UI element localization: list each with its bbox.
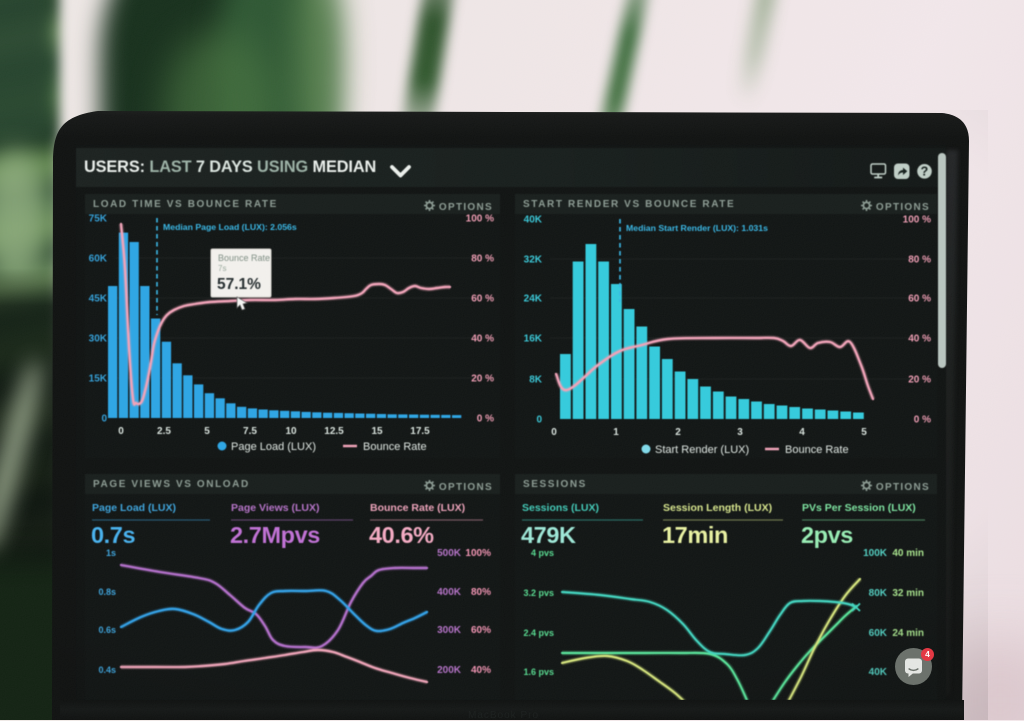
svg-text:40 min: 40 min bbox=[892, 548, 924, 559]
svg-text:60 %: 60 % bbox=[471, 294, 494, 305]
svg-text:Start Render (LUX): Start Render (LUX) bbox=[655, 444, 749, 456]
svg-text:Bounce Rate: Bounce Rate bbox=[363, 441, 427, 453]
svg-text:479K: 479K bbox=[521, 522, 576, 548]
svg-text:2pvs: 2pvs bbox=[801, 522, 853, 548]
svg-text:0 %: 0 % bbox=[914, 415, 931, 426]
svg-text:30K: 30K bbox=[89, 334, 108, 345]
svg-text:1s: 1s bbox=[106, 548, 116, 558]
svg-text:0: 0 bbox=[536, 415, 542, 426]
svg-text:0: 0 bbox=[101, 414, 107, 425]
svg-text:80K: 80K bbox=[869, 588, 888, 599]
svg-text:Bounce Rate (LUX): Bounce Rate (LUX) bbox=[370, 502, 465, 514]
svg-text:17min: 17min bbox=[662, 522, 728, 548]
svg-text:57.1%: 57.1% bbox=[217, 276, 261, 293]
svg-text:0.6s: 0.6s bbox=[98, 625, 116, 635]
svg-text:40K: 40K bbox=[869, 667, 888, 678]
svg-text:4 pvs: 4 pvs bbox=[531, 548, 554, 558]
svg-text:32K: 32K bbox=[524, 255, 543, 266]
svg-text:40 %: 40 % bbox=[471, 334, 494, 345]
svg-text:100K: 100K bbox=[863, 548, 888, 559]
svg-text:8K: 8K bbox=[529, 375, 543, 386]
svg-text:20 %: 20 % bbox=[471, 374, 494, 385]
svg-text:75K: 75K bbox=[89, 214, 108, 225]
svg-text:Bounce Rate: Bounce Rate bbox=[785, 444, 849, 456]
svg-text:16K: 16K bbox=[524, 334, 543, 345]
svg-text:45K: 45K bbox=[89, 294, 108, 305]
svg-text:?: ? bbox=[921, 164, 929, 178]
svg-text:Session Length (LUX): Session Length (LUX) bbox=[663, 502, 772, 514]
svg-text:2.4 pvs: 2.4 pvs bbox=[523, 628, 554, 638]
svg-text:60 %: 60 % bbox=[908, 294, 931, 305]
svg-text:300K: 300K bbox=[437, 625, 462, 636]
svg-text:Page Load (LUX): Page Load (LUX) bbox=[92, 502, 176, 514]
svg-text:Bounce Rate: Bounce Rate bbox=[218, 253, 270, 263]
svg-text:40%: 40% bbox=[471, 665, 491, 676]
svg-text:Median Start Render (LUX): 1.0: Median Start Render (LUX): 1.031s bbox=[626, 223, 768, 233]
svg-text:100%: 100% bbox=[465, 548, 491, 559]
svg-text:Sessions (LUX): Sessions (LUX) bbox=[522, 502, 599, 514]
svg-text:0 %: 0 % bbox=[477, 414, 494, 425]
svg-text:400K: 400K bbox=[437, 587, 462, 598]
svg-text:7.5: 7.5 bbox=[243, 426, 257, 437]
svg-text:Page Load (LUX): Page Load (LUX) bbox=[231, 441, 316, 453]
svg-text:7s: 7s bbox=[218, 264, 226, 273]
svg-text:Median Page Load (LUX): 2.056s: Median Page Load (LUX): 2.056s bbox=[163, 222, 297, 232]
svg-text:4: 4 bbox=[799, 427, 805, 438]
svg-text:60K: 60K bbox=[89, 254, 108, 265]
svg-text:1.6 pvs: 1.6 pvs bbox=[523, 667, 554, 677]
svg-text:2.7Mpvs: 2.7Mpvs bbox=[230, 522, 320, 548]
svg-text:200K: 200K bbox=[437, 665, 462, 676]
svg-text:3.2 pvs: 3.2 pvs bbox=[523, 588, 554, 598]
svg-text:100 %: 100 % bbox=[466, 214, 494, 225]
svg-text:15K: 15K bbox=[89, 374, 108, 385]
svg-text:80%: 80% bbox=[471, 587, 491, 598]
svg-text:0.7s: 0.7s bbox=[91, 522, 135, 548]
svg-text:17.5: 17.5 bbox=[410, 426, 430, 437]
svg-text:40.6%: 40.6% bbox=[369, 522, 434, 548]
svg-text:80 %: 80 % bbox=[908, 255, 931, 266]
svg-text:0.4s: 0.4s bbox=[98, 665, 116, 675]
svg-text:20 %: 20 % bbox=[908, 375, 931, 386]
svg-text:1: 1 bbox=[613, 427, 619, 438]
svg-text:5: 5 bbox=[204, 426, 210, 437]
svg-text:2: 2 bbox=[675, 427, 681, 438]
svg-text:60%: 60% bbox=[471, 625, 491, 636]
svg-text:0.8s: 0.8s bbox=[98, 587, 116, 597]
svg-text:40 %: 40 % bbox=[908, 334, 931, 345]
svg-text:12.5: 12.5 bbox=[324, 426, 344, 437]
svg-text:80 %: 80 % bbox=[471, 254, 494, 265]
svg-text:5: 5 bbox=[861, 427, 867, 438]
svg-text:0: 0 bbox=[551, 427, 557, 438]
svg-text:3: 3 bbox=[737, 427, 743, 438]
svg-text:0: 0 bbox=[118, 426, 124, 437]
svg-text:24 min: 24 min bbox=[892, 628, 924, 639]
svg-text:100 %: 100 % bbox=[903, 215, 931, 226]
svg-text:60K: 60K bbox=[869, 628, 888, 639]
svg-text:Page Views (LUX): Page Views (LUX) bbox=[231, 502, 320, 514]
svg-text:PVs Per Session (LUX): PVs Per Session (LUX) bbox=[802, 502, 916, 514]
svg-text:40K: 40K bbox=[524, 215, 543, 226]
svg-text:500K: 500K bbox=[437, 548, 462, 559]
svg-text:15: 15 bbox=[371, 426, 383, 437]
svg-text:24K: 24K bbox=[524, 294, 543, 305]
svg-text:10: 10 bbox=[285, 426, 297, 437]
svg-text:2.5: 2.5 bbox=[157, 426, 171, 437]
svg-text:32 min: 32 min bbox=[892, 588, 924, 599]
